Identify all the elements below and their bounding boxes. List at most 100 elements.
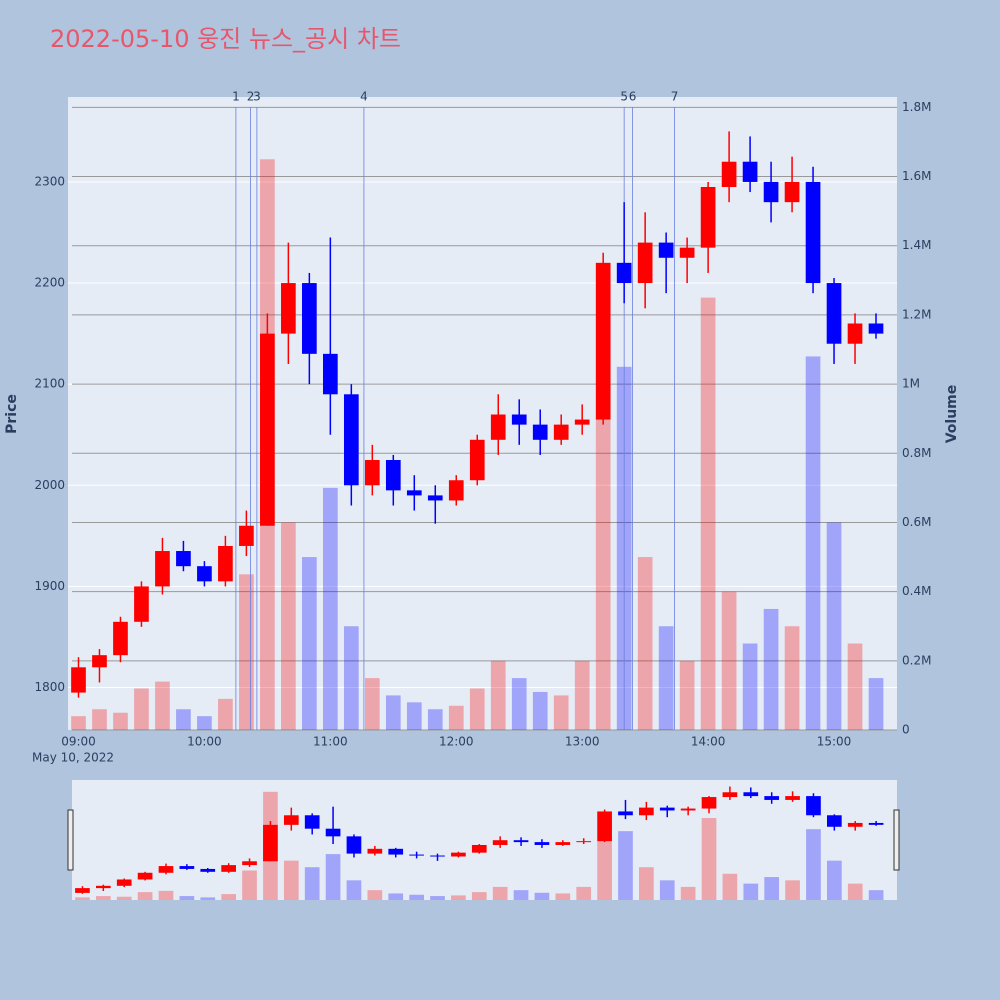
candle-body bbox=[534, 842, 550, 845]
event-label: 3 bbox=[253, 90, 261, 104]
event-label: 1 bbox=[232, 90, 240, 104]
candle-body bbox=[764, 796, 780, 800]
volume-bar bbox=[364, 678, 380, 730]
candle-body bbox=[784, 181, 800, 203]
candle-body bbox=[176, 551, 191, 567]
volume-bar bbox=[239, 574, 254, 730]
event-label: 2 bbox=[247, 90, 255, 104]
candle-body bbox=[679, 247, 695, 258]
candle-body bbox=[448, 480, 464, 501]
candle-body bbox=[385, 460, 401, 491]
mini-volume-bar bbox=[847, 883, 863, 900]
mini-volume-bar bbox=[534, 892, 550, 900]
candle-body bbox=[700, 186, 716, 248]
candle-body bbox=[763, 181, 779, 203]
candle-body bbox=[367, 848, 383, 854]
candle-body bbox=[806, 796, 821, 816]
mini-volume-bar bbox=[722, 873, 738, 900]
candle-body bbox=[283, 815, 299, 825]
volume-bar bbox=[763, 608, 779, 730]
candle-body bbox=[388, 848, 404, 855]
event-label: 4 bbox=[360, 90, 368, 104]
y2-tick-label: 0.4M bbox=[902, 584, 931, 598]
candle-body bbox=[92, 655, 107, 668]
range-slider[interactable] bbox=[72, 780, 897, 900]
volume-bar bbox=[155, 681, 170, 730]
candle-body bbox=[71, 667, 86, 693]
range-handle[interactable] bbox=[67, 809, 74, 871]
mini-volume-bar bbox=[826, 860, 842, 900]
chart-title: 2022-05-10 웅진 뉴스_공시 차트 bbox=[50, 25, 401, 53]
mini-volume-bar bbox=[597, 840, 612, 900]
candle-body bbox=[576, 841, 592, 843]
mini-volume-bar bbox=[346, 880, 362, 900]
mini-volume-bar bbox=[158, 890, 174, 900]
mini-volume-bar bbox=[555, 893, 571, 900]
mini-volume-bar bbox=[743, 883, 759, 900]
mini-volume-bar bbox=[868, 890, 884, 900]
y2-tick-label: 1.6M bbox=[902, 169, 931, 183]
range-handle[interactable] bbox=[893, 809, 900, 871]
x-tick-label: 14:00 bbox=[691, 735, 726, 749]
mini-volume-bar bbox=[492, 886, 508, 900]
volume-bar bbox=[427, 709, 443, 730]
y-tick-label: 1900 bbox=[34, 579, 65, 593]
x-tick-label: 15:00 bbox=[817, 735, 852, 749]
y2-tick-label: 0.2M bbox=[902, 653, 931, 667]
volume-bar bbox=[784, 626, 800, 730]
candle-body bbox=[742, 161, 758, 182]
candle-body bbox=[574, 419, 590, 425]
y-tick-label: 2100 bbox=[34, 377, 65, 391]
candle-body bbox=[532, 424, 548, 440]
mini-volume-bar bbox=[325, 854, 341, 900]
candle-body bbox=[847, 822, 863, 827]
volume-bar bbox=[281, 522, 296, 730]
candle-body bbox=[618, 811, 633, 816]
mini-volume-bar bbox=[618, 831, 633, 900]
volume-bar bbox=[574, 660, 590, 730]
x-tick-label: 11:00 bbox=[313, 735, 348, 749]
candle-body bbox=[637, 242, 653, 284]
volume-bar bbox=[637, 557, 653, 730]
y-axis-title: Price bbox=[4, 394, 20, 434]
mini-volume-bar bbox=[388, 893, 404, 900]
mini-volume-bar bbox=[409, 894, 424, 900]
mini-volume-bar bbox=[221, 894, 236, 900]
candle-body bbox=[639, 807, 654, 816]
candle-body bbox=[492, 840, 508, 845]
candle-body bbox=[805, 181, 821, 284]
candle-body bbox=[260, 333, 275, 526]
candle-body bbox=[239, 525, 254, 546]
candle-body bbox=[179, 866, 195, 869]
volume-bar bbox=[176, 709, 191, 730]
volume-bar bbox=[532, 691, 548, 730]
volume-bar bbox=[469, 688, 485, 730]
volume-bar bbox=[658, 626, 674, 730]
candle-body bbox=[511, 414, 527, 425]
volume-bar bbox=[742, 643, 758, 730]
candle-body bbox=[595, 262, 611, 420]
candle-body bbox=[322, 353, 338, 395]
candle-body bbox=[451, 852, 466, 857]
x-date-label: May 10, 2022 bbox=[32, 751, 114, 765]
candle-body bbox=[721, 161, 737, 187]
candle-body bbox=[553, 424, 569, 440]
event-label: 7 bbox=[671, 90, 679, 104]
mini-volume-bar bbox=[179, 896, 195, 900]
candle-body bbox=[281, 283, 296, 334]
volume-bar bbox=[343, 626, 359, 730]
candle-body bbox=[743, 792, 759, 797]
candle-body bbox=[490, 414, 506, 440]
mini-volume-bar bbox=[242, 870, 257, 900]
mini-volume-bar bbox=[451, 895, 466, 900]
volume-bar bbox=[302, 557, 317, 730]
mini-volume-bar bbox=[471, 892, 487, 900]
candle-body bbox=[221, 865, 236, 872]
candle-body bbox=[659, 807, 675, 811]
candle-body bbox=[427, 495, 443, 501]
candle-body bbox=[95, 885, 111, 889]
volume-bar bbox=[92, 709, 107, 730]
x-tick-label: 10:00 bbox=[187, 735, 222, 749]
candle-body bbox=[218, 545, 233, 582]
